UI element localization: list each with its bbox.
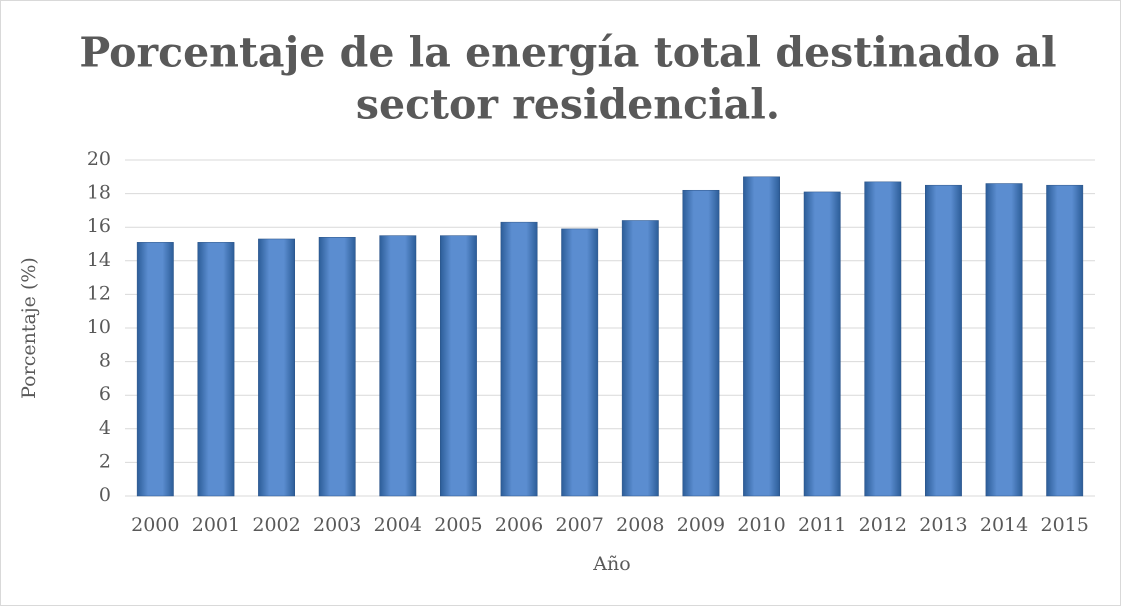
bar [985,183,1023,497]
bar [803,191,841,497]
x-tick-label: 2000 [131,514,179,536]
x-tick-label: 2006 [495,514,543,536]
x-tick-label: 2011 [798,514,846,536]
y-tick-label: 14 [87,249,111,271]
y-tick-label: 2 [99,450,111,472]
x-tick-label: 2003 [313,514,361,536]
y-tick-label: 4 [99,417,111,439]
y-tick-label: 6 [99,383,111,405]
x-tick-label: 2010 [737,514,785,536]
x-tick-label: 2015 [1041,514,1089,536]
bar [318,237,356,497]
x-tick-label: 2001 [192,514,240,536]
x-tick-label: 2009 [677,514,725,536]
x-tick-label: 2013 [919,514,967,536]
y-tick-label: 18 [87,182,111,204]
bar [136,242,174,497]
x-tick-label: 2014 [980,514,1028,536]
x-axis-label: Año [592,553,630,575]
y-tick-label: 20 [87,148,111,170]
x-tick-label: 2005 [434,514,482,536]
bar [379,235,417,497]
y-tick-label: 10 [87,316,111,338]
bar [682,189,720,497]
bar [440,235,477,497]
x-tick-label: 2004 [374,514,422,536]
bar [864,181,902,497]
bar [743,176,780,497]
bar [621,220,659,497]
bar [258,238,295,497]
bar [500,221,538,497]
bar [925,184,962,497]
y-axis-label: Porcentaje (%) [18,257,40,399]
y-tick-label: 16 [87,215,111,237]
y-tick-label: 8 [99,350,111,372]
bar [561,228,599,497]
y-tick-label: 12 [87,282,111,304]
bar [1046,184,1084,497]
x-tick-label: 2002 [252,514,300,536]
chart-title: sector residencial. [356,81,780,129]
chart-title: Porcentaje de la energía total destinado… [79,29,1056,77]
x-tick-label: 2007 [556,514,604,536]
y-tick-label: 0 [99,484,111,506]
x-tick-label: 2012 [859,514,907,536]
x-tick-label: 2008 [616,514,664,536]
bar [197,242,235,497]
